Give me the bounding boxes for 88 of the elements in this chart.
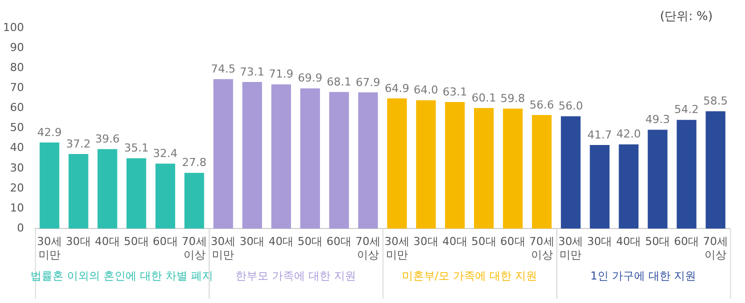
text: (단위: %) [660,8,713,25]
x-tick-label: 30대 [240,235,265,248]
y-tick-label: 90 [10,40,24,54]
bar [68,154,88,229]
bar [416,100,436,229]
data-label: 42.9 [37,126,62,139]
x-tick-label: 70세 이상 [529,235,554,262]
data-label: 71.9 [268,68,294,81]
data-label: 35.1 [124,142,149,155]
bar [706,111,726,229]
x-tick-label: 60대 [674,235,700,248]
x-tick-label: 60대 [326,235,352,248]
data-label: 49.3 [645,113,670,126]
x-tick-label: 70세 이상 [703,235,728,262]
bar [155,164,176,229]
x-tick-label: 30대 [587,235,612,248]
bar [40,142,60,229]
bar [387,98,407,229]
data-label: 60.1 [472,91,496,104]
bar [358,92,378,229]
data-label: 39.6 [95,132,120,146]
data-label: 74.5 [210,62,236,76]
bar [126,158,146,229]
bar [502,108,523,229]
bar [532,115,552,229]
data-label: 37.2 [66,137,91,150]
y-tick-label: 30 [10,161,24,174]
y-tick-label: 10 [10,201,24,214]
bar [648,130,668,229]
bar [560,116,581,229]
bar [590,144,610,229]
x-tick-label: 50대 [471,235,496,248]
y-tick-label: 40 [10,141,24,154]
bar [445,102,465,229]
x-tick-label: 30세 미만 [384,235,410,262]
x-tick-label: 50대 [645,235,670,248]
x-tick-label: 40대 [616,235,642,248]
x-tick-label: 60대 [152,235,178,248]
y-tick-label: 80 [10,60,24,74]
x-tick-label: 70세 이상 [182,235,207,262]
bar [676,120,696,229]
data-label: 58.5 [703,94,728,108]
data-label: 73.1 [240,65,264,78]
x-tick-label: 30세 미만 [558,235,584,262]
x-tick-label: 70세 이상 [356,235,381,262]
x-tick-label: 30대 [413,235,438,248]
x-tick-label: 50대 [298,235,323,248]
bar [474,108,494,229]
y-tick-label: 20 [10,181,24,194]
text: 한부모 가족에 대한 지원 [235,269,356,282]
bar [242,82,262,229]
data-label: 63.1 [442,85,468,98]
bar [618,144,638,229]
y-tick-label: 100 [2,20,24,34]
data-label: 41.7 [587,128,612,142]
text: 법률혼 이외의 혼인에 대한 차별 폐지 [30,269,214,282]
x-tick-label: 40대 [442,235,468,248]
x-tick-label: 40대 [268,235,294,248]
data-label: 68.1 [326,75,352,88]
y-tick-label: 70 [10,81,24,94]
data-label: 64.0 [414,84,438,97]
bar [184,172,204,229]
text: 미혼부/모 가족에 대한 지원 [402,269,537,282]
y-tick-label: 60 [10,101,24,114]
bar [300,88,320,229]
bar [329,92,349,229]
bar [271,84,291,229]
x-tick-label: 40대 [94,235,120,248]
x-tick-label: 50대 [124,235,149,248]
data-label: 32.4 [153,146,178,160]
x-tick-label: 30대 [66,235,91,248]
x-tick-label: 30세 미만 [36,235,62,262]
data-label: 27.8 [182,156,207,170]
data-label: 56.0 [558,100,583,113]
text: 1인 가구에 대한 지원 [590,269,696,282]
data-label: 59.8 [500,92,526,105]
data-label: 54.2 [674,103,699,116]
bar [98,149,118,229]
data-label: 42.0 [616,128,641,141]
y-tick-label: 50 [10,121,24,134]
data-label: 56.6 [530,98,554,112]
data-label: 69.9 [298,72,322,85]
bar [213,79,234,229]
y-tick-label: 0 [16,221,24,234]
x-tick-label: 30세 미만 [210,235,236,262]
data-label: 64.9 [384,82,410,95]
data-label: 67.9 [356,76,380,89]
x-tick-label: 60대 [500,235,526,248]
